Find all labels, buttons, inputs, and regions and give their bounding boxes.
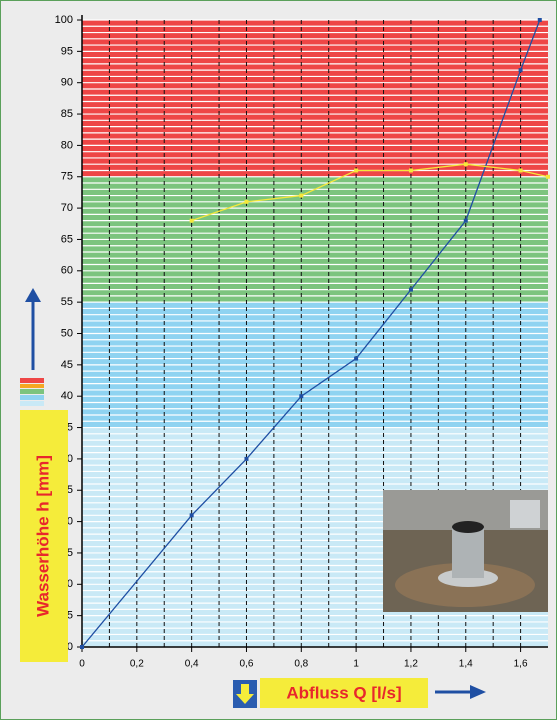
x-tick-label: 0,8 <box>294 659 308 670</box>
x-tick-label: 1,4 <box>459 659 473 670</box>
point <box>354 356 359 361</box>
y-tick-label: 100 <box>55 14 73 26</box>
point <box>463 218 468 223</box>
decoration: Wasserhöhe h [mm] Abfluss Q [l/s] <box>20 288 548 708</box>
down-arrow <box>236 684 254 704</box>
legend-swatch <box>20 395 44 400</box>
legend-swatch <box>20 401 44 406</box>
y-axis-label: Wasserhöhe h [mm] <box>33 455 52 617</box>
y-tick-label: 95 <box>61 45 73 57</box>
y-label-box <box>20 410 68 662</box>
point <box>189 218 194 223</box>
band <box>82 20 548 177</box>
x-tick-label: 0 <box>79 659 85 670</box>
point <box>408 168 413 173</box>
x-tick-label: 1,2 <box>404 659 418 670</box>
y-tick-label: 65 <box>61 233 73 245</box>
point <box>80 645 84 649</box>
y-tick-label: 5 <box>67 610 73 622</box>
arrow-head <box>25 288 41 302</box>
photo <box>383 490 548 612</box>
point <box>299 394 304 399</box>
y-tick-label: 45 <box>61 359 73 371</box>
point <box>244 199 249 204</box>
x-tick-label: 0,4 <box>185 659 199 670</box>
x-tick-label: 1,6 <box>514 659 528 670</box>
point <box>463 162 468 167</box>
y-tick-label: 55 <box>61 296 73 308</box>
point <box>354 168 359 173</box>
x-tick-label: 0,6 <box>240 659 254 670</box>
y-tick-label: 80 <box>61 139 73 151</box>
y-tick-label: 70 <box>61 202 73 214</box>
legend-swatch <box>20 389 44 394</box>
legend-swatch <box>20 384 44 388</box>
arrow-head <box>470 685 486 699</box>
y-tick-label: 85 <box>61 108 73 120</box>
point <box>299 193 304 198</box>
y-tick-label: 0 <box>67 641 73 653</box>
point <box>408 287 413 292</box>
legend-swatch <box>20 378 44 383</box>
x-axis-label: Abfluss Q [l/s] <box>286 683 401 702</box>
x-tick-label: 1 <box>353 659 359 670</box>
y-tick-label: 60 <box>61 265 73 277</box>
y-tick-label: 90 <box>61 77 73 89</box>
point <box>518 68 523 73</box>
point <box>189 513 194 518</box>
y-tick-label: 50 <box>61 327 73 339</box>
y-tick-label: 75 <box>61 171 73 183</box>
series-line <box>191 163 549 222</box>
y-tick-label: 40 <box>61 390 73 402</box>
x-label-box <box>260 678 428 708</box>
x-tick-label: 0,2 <box>130 659 144 670</box>
point <box>518 168 523 173</box>
point <box>537 18 542 22</box>
point <box>244 456 249 461</box>
point <box>546 174 550 179</box>
